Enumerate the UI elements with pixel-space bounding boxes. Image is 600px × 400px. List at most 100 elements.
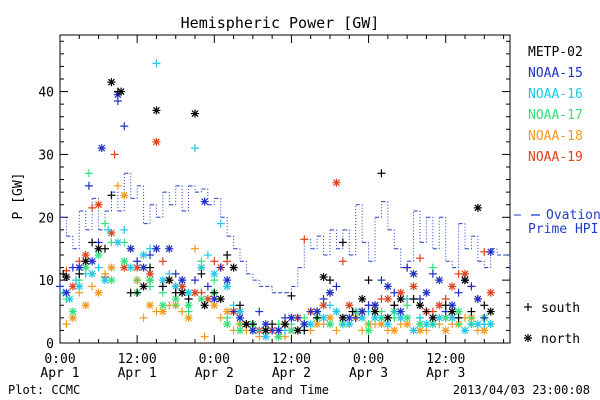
noaa-19-north-point [345, 301, 354, 310]
noaa-19-north-point [94, 200, 103, 209]
noaa-16-north-point [101, 276, 109, 285]
noaa-15-north-point [274, 326, 283, 335]
noaa-15-north-point [345, 313, 354, 322]
ovation-line [60, 172, 511, 294]
noaa-17-south-point [101, 219, 109, 228]
noaa-17-north-point [364, 326, 373, 335]
noaa-15-south-point [216, 263, 225, 272]
noaa-17-north-point [236, 326, 244, 335]
legend: METP-02 NOAA-15 NOAA-16 NOAA-17 NOAA-18 NOAA-… [514, 45, 600, 347]
x-tick-label-time: 0:00 [44, 352, 75, 367]
noaa-16-north-point [332, 307, 341, 316]
legend-entry: NOAA-19 [528, 150, 583, 165]
x-tick-label-time: 12:00 [118, 352, 157, 367]
noaa-15-south-point [428, 269, 437, 278]
noaa-15-north-point [178, 276, 187, 285]
noaa-19-north-point [409, 282, 418, 291]
noaa-19-north-point [383, 295, 392, 303]
noaa-15-south-point [146, 251, 154, 259]
noaa-15-south-point [454, 288, 463, 297]
noaa-16-north-point [486, 320, 495, 329]
noaa-16-north-point [409, 326, 418, 335]
noaa-16-north-point [65, 295, 74, 303]
metp-02-south-point [338, 238, 347, 247]
noaa-16-north-point [383, 320, 392, 329]
legend-south-symbol [524, 303, 532, 311]
metp-02-north-point [94, 244, 103, 253]
metp-02-south-point [146, 263, 154, 272]
metp-02-south-point [268, 320, 277, 329]
metp-02-south-point [75, 269, 84, 278]
noaa-16-north-point [126, 263, 135, 272]
metp-02-south-point [390, 301, 399, 310]
noaa-15-south-point [120, 122, 129, 131]
y-tick-label: 40 [38, 86, 54, 101]
metp-02-south-point [223, 251, 232, 259]
metp-02-south-point [197, 269, 206, 278]
noaa-16-north-point [113, 238, 122, 247]
noaa-17-north-point [158, 301, 167, 310]
noaa-15-south-point [203, 282, 212, 291]
noaa-16-south-point [416, 313, 424, 322]
noaa-15-north-point [486, 247, 495, 256]
x-tick-label-date: Apr 1 [40, 366, 79, 381]
noaa-18-north-point [107, 263, 116, 272]
noaa-16-south-point [94, 263, 103, 272]
metp-02-north-point [358, 295, 367, 303]
metp-02-north-point [448, 307, 457, 316]
legend-north-label: north [541, 332, 580, 347]
metp-02-north-point [229, 263, 238, 272]
metp-02-south-point [184, 295, 193, 303]
noaa-18-north-point [146, 301, 154, 310]
noaa-19-north-point [448, 282, 457, 291]
x-axis-label: Date and Time [235, 383, 329, 397]
y-tick-label: 20 [38, 211, 54, 226]
noaa-15-north-point [435, 276, 444, 285]
noaa-15-south-point [390, 288, 399, 297]
noaa-15-north-point [62, 288, 71, 297]
noaa-15-north-point [473, 295, 482, 303]
metp-02-north-point [216, 295, 225, 303]
noaa-15-north-point [422, 288, 431, 297]
noaa-15-south-point [332, 282, 341, 291]
x-tick-label-time: 0:00 [199, 352, 230, 367]
x-tick-label-time: 12:00 [272, 352, 311, 367]
noaa-15-north-point [248, 326, 257, 335]
noaa-18-south-point [113, 181, 122, 190]
noaa-19-south-point [210, 257, 219, 266]
noaa-15-north-point [97, 144, 106, 153]
plot-timestamp: 2013/04/03 23:00:08 [453, 383, 590, 397]
noaa-15-north-point [200, 197, 209, 206]
metp-02-south-point [422, 307, 431, 316]
metp-02-north-point [152, 106, 161, 115]
noaa-18-north-point [120, 191, 129, 200]
metp-02-north-point [461, 276, 469, 285]
noaa-15-north-point [152, 244, 161, 253]
noaa-15-south-point [229, 307, 238, 316]
noaa-17-north-point [120, 257, 129, 266]
noaa-18-south-point [191, 244, 199, 253]
metp-02-north-point [62, 273, 71, 281]
metp-02-north-point [191, 109, 199, 118]
noaa-17-north-point [326, 320, 334, 329]
noaa-15-north-point [300, 320, 309, 329]
noaa-15-south-point [191, 276, 199, 285]
noaa-16-south-point [216, 219, 225, 228]
noaa-18-south-point [88, 282, 97, 291]
noaa-18-north-point [441, 326, 450, 335]
noaa-18-south-point [62, 320, 71, 329]
noaa-15-north-point [326, 288, 334, 297]
noaa-19-north-point [152, 137, 161, 146]
noaa-16-south-point [203, 251, 212, 259]
plot-credit: Plot: CCMC [8, 383, 80, 397]
x-tick-label-date: Apr 2 [272, 366, 311, 381]
noaa-17-south-point [133, 276, 142, 285]
metp-02-north-point [319, 273, 328, 281]
noaa-15-south-point [84, 181, 93, 190]
noaa-15-north-point [165, 244, 174, 253]
data-points [56, 59, 495, 341]
metp-02-north-point [371, 307, 379, 316]
metp-02-south-point [409, 295, 418, 303]
noaa-16-north-point [210, 269, 219, 278]
metp-02-north-point [107, 78, 116, 87]
